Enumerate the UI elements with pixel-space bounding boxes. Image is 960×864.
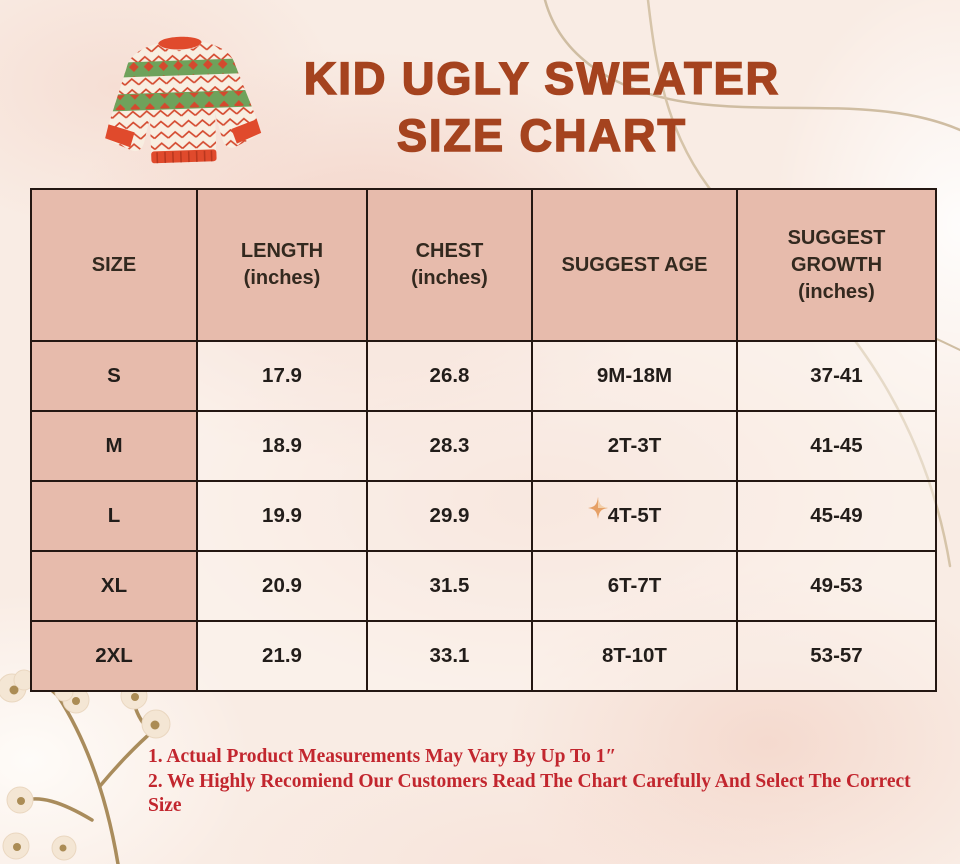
cell-size: S <box>30 340 198 412</box>
cell-length: 17.9 <box>196 340 368 412</box>
cell-length: 18.9 <box>196 410 368 482</box>
cell-length: 19.9 <box>196 480 368 552</box>
cell-size: XL <box>30 550 198 622</box>
header-size: SIZE <box>30 188 198 342</box>
cell-size: 2XL <box>30 620 198 692</box>
cell-growth: 49-53 <box>736 550 937 622</box>
header-suggest-growth: SUGGEST GROWTH (inches) <box>736 188 937 342</box>
cell-age: 2T-3T <box>531 410 738 482</box>
page-title: KID UGLY SWEATER SIZE CHART <box>282 50 802 164</box>
footer-notes: 1. Actual Product Measurements May Vary … <box>148 745 948 819</box>
cell-size: L <box>30 480 198 552</box>
header-chest: CHEST (inches) <box>366 188 533 342</box>
header-length: LENGTH (inches) <box>196 188 368 342</box>
size-chart-table: SIZE LENGTH (inches) CHEST (inches) SUGG… <box>30 188 937 692</box>
cell-age: 9M-18M <box>531 340 738 412</box>
cell-age: 6T-7T <box>531 550 738 622</box>
table-header-row: SIZE LENGTH (inches) CHEST (inches) SUGG… <box>30 188 937 342</box>
page-title-line2: SIZE CHART <box>396 109 687 162</box>
cell-size: M <box>30 410 198 482</box>
cell-age: 8T-10T <box>531 620 738 692</box>
table-row-m: M 18.9 28.3 2T-3T 41-45 <box>30 410 937 482</box>
table-row-s: S 17.9 26.8 9M-18M 37-41 <box>30 340 937 412</box>
cell-growth: 53-57 <box>736 620 937 692</box>
cell-chest: 33.1 <box>366 620 533 692</box>
table-row-xl: XL 20.9 31.5 6T-7T 49-53 <box>30 550 937 622</box>
cell-chest: 26.8 <box>366 340 533 412</box>
cell-length: 20.9 <box>196 550 368 622</box>
table-row-2xl: 2XL 21.9 33.1 8T-10T 53-57 <box>30 620 937 692</box>
table-row-l: L 19.9 29.9 4T-5T 45-49 <box>30 480 937 552</box>
header-suggest-age: SUGGEST AGE <box>531 188 738 342</box>
page-title-line1: KID UGLY SWEATER <box>303 52 781 105</box>
cell-growth: 41-45 <box>736 410 937 482</box>
cell-age: 4T-5T <box>531 480 738 552</box>
cell-length: 21.9 <box>196 620 368 692</box>
ugly-sweater-illustration <box>104 36 262 165</box>
note-1: 1. Actual Product Measurements May Vary … <box>148 746 617 767</box>
cell-chest: 31.5 <box>366 550 533 622</box>
cell-chest: 28.3 <box>366 410 533 482</box>
note-2: 2. We Highly Recomiend Our Customers Rea… <box>148 770 911 817</box>
cell-growth: 37-41 <box>736 340 937 412</box>
cell-growth: 45-49 <box>736 480 937 552</box>
cell-chest: 29.9 <box>366 480 533 552</box>
